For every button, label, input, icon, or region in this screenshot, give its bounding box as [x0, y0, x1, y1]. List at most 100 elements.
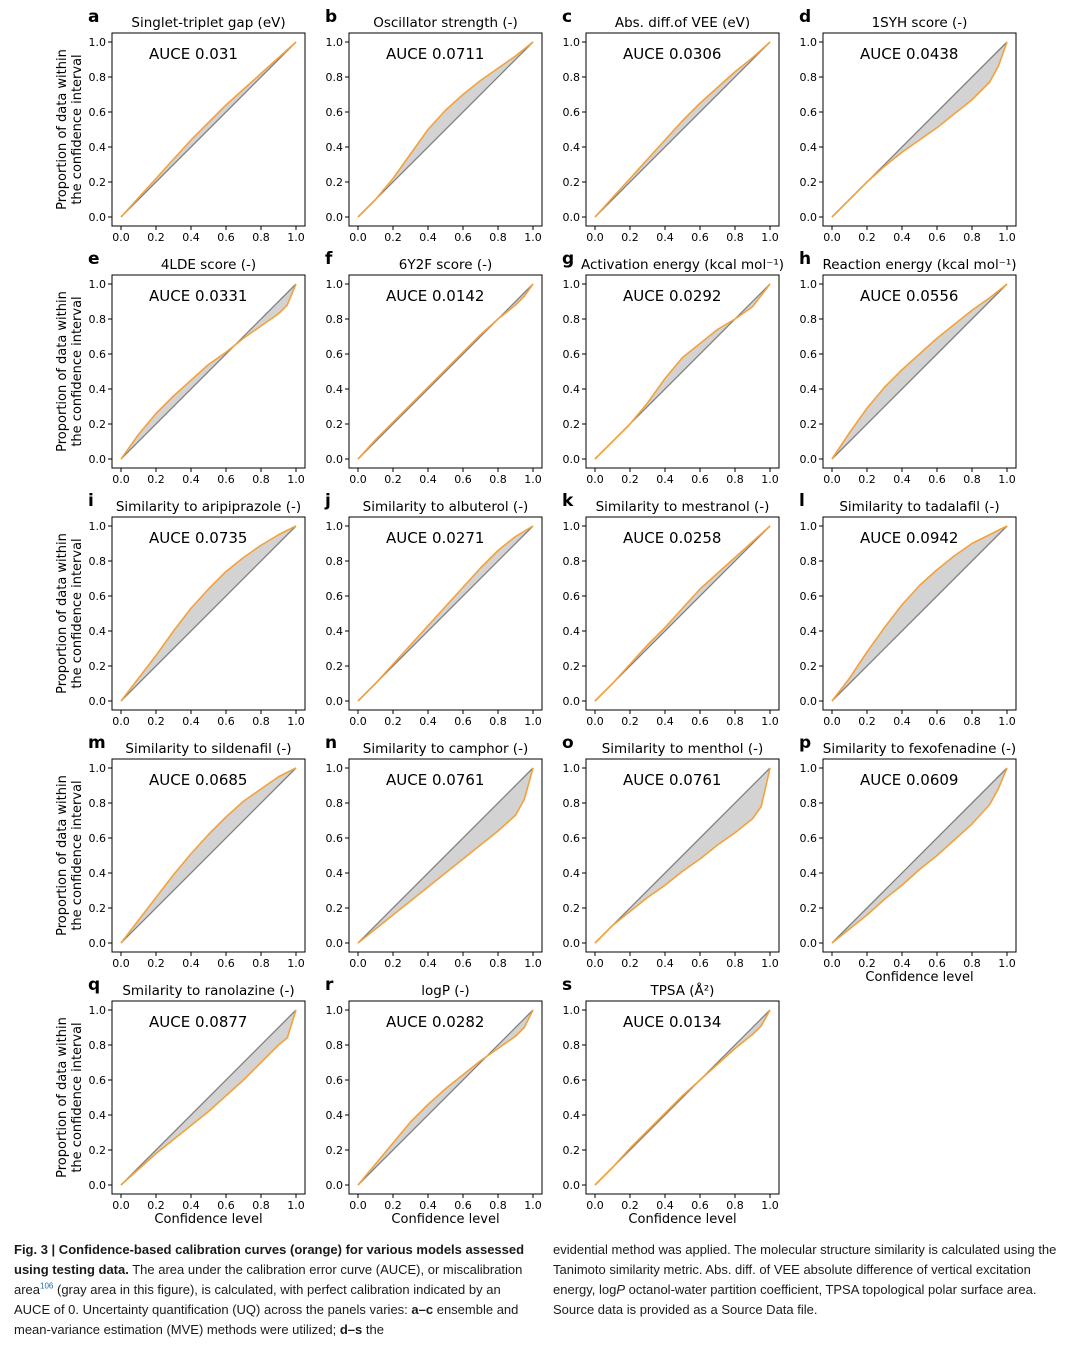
ideal-calibration-line: [120, 41, 297, 218]
auce-annotation: AUCE 0.0306: [623, 45, 721, 63]
auce-annotation: AUCE 0.0142: [386, 287, 484, 305]
panel-title: Reaction energy (kcal mol⁻¹): [822, 257, 1016, 273]
calibration-curve: [120, 41, 297, 218]
y-tick-label: 0.0: [326, 1179, 344, 1192]
x-tick-label: 0.0: [586, 1199, 604, 1212]
x-axis-label: Confidence level: [154, 1212, 262, 1227]
panel-letter: r: [325, 975, 334, 995]
x-tick-label: 0.8: [489, 957, 507, 970]
y-tick-label: 0.8: [326, 313, 344, 326]
calibration-curve: [357, 1009, 534, 1186]
x-tick-label: 0.8: [963, 715, 981, 728]
y-tick-label: 0.0: [89, 211, 107, 224]
x-tick-label: 0.0: [349, 473, 367, 486]
y-tick-label: 0.6: [800, 590, 818, 603]
calibration-curve: [357, 41, 534, 218]
plot-frame: [822, 758, 1017, 953]
y-tick-label: 0.8: [800, 313, 818, 326]
plot-frame: [111, 758, 306, 953]
y-axis-label: Proportion of data within: [55, 49, 70, 210]
panel-title: Similarity to albuterol (-): [363, 499, 529, 515]
y-tick-label: 0.0: [563, 1179, 581, 1192]
y-axis-label: Proportion of data within: [55, 1017, 70, 1178]
plot-frame: [111, 274, 306, 469]
x-tick-label: 0.0: [823, 231, 841, 244]
y-tick-label: 0.0: [89, 453, 107, 466]
y-tick-label: 0.2: [89, 1144, 107, 1157]
x-tick-label: 0.6: [217, 715, 235, 728]
y-tick-label: 0.8: [89, 797, 107, 810]
calibration-curve: [594, 525, 771, 702]
y-tick-label: 0.4: [89, 1109, 107, 1122]
y-axis-label: Proportion of data within: [55, 291, 70, 452]
x-tick-label: 0.2: [384, 957, 402, 970]
panel-title: Abs. diff.of VEE (eV): [615, 15, 750, 31]
y-tick-label: 0.0: [800, 695, 818, 708]
panel-letter: g: [562, 249, 574, 269]
plot-frame: [585, 758, 780, 953]
y-tick-label: 0.6: [89, 590, 107, 603]
panel-title: 4LDE score (-): [161, 257, 256, 273]
x-tick-label: 0.6: [454, 715, 472, 728]
y-tick-label: 0.2: [563, 176, 581, 189]
x-tick-label: 1.0: [761, 473, 779, 486]
x-tick-label: 0.2: [621, 231, 639, 244]
figure-caption-continued: evidential method was applied. The molec…: [553, 1240, 1073, 1320]
auce-annotation: AUCE 0.0282: [386, 1013, 484, 1031]
panel-title: Similarity to aripiprazole (-): [116, 499, 301, 515]
panel-title: Similarity to menthol (-): [602, 741, 764, 757]
x-tick-label: 0.8: [252, 1199, 270, 1212]
caption-text: evidential method was applied. The molec…: [553, 1242, 1057, 1297]
x-tick-label: 0.6: [454, 473, 472, 486]
y-tick-label: 0.2: [800, 902, 818, 915]
x-tick-label: 0.6: [928, 231, 946, 244]
x-tick-label: 0.0: [586, 473, 604, 486]
y-tick-label: 0.6: [563, 832, 581, 845]
y-tick-label: 1.0: [563, 762, 581, 775]
calibration-panel-r: 0.0 0.0 0.2 0.2 0.4 0.4 0.6 0.6 0.8 0.8 1.0 1.0 r log…: [325, 975, 543, 1227]
caption-label: Fig. 3 | Confidence-based calibration cu…: [14, 1242, 525, 1277]
y-tick-label: 0.4: [800, 383, 818, 396]
calibration-panel-n: 0.0 0.0 0.2 0.2 0.4 0.4 0.6 0.6 0.8 0.8 1.0 1.0 n Sim…: [325, 733, 543, 970]
x-tick-label: 0.2: [621, 473, 639, 486]
y-tick-label: 0.2: [89, 176, 107, 189]
y-tick-label: 0.0: [89, 1179, 107, 1192]
y-tick-label: 0.8: [563, 313, 581, 326]
x-tick-label: 1.0: [287, 957, 305, 970]
x-tick-label: 0.2: [384, 473, 402, 486]
x-tick-label: 0.8: [726, 957, 744, 970]
ideal-calibration-line: [120, 525, 297, 702]
x-tick-label: 0.2: [384, 1199, 402, 1212]
panel-title: logP (-): [421, 983, 469, 999]
y-tick-label: 0.2: [800, 418, 818, 431]
x-axis-label: Confidence level: [628, 1212, 736, 1227]
y-tick-label: 0.8: [326, 1039, 344, 1052]
plot-frame: [585, 274, 780, 469]
plot-frame: [111, 32, 306, 227]
caption-reference[interactable]: 106: [40, 1281, 54, 1291]
x-tick-label: 1.0: [761, 715, 779, 728]
y-tick-label: 0.2: [563, 660, 581, 673]
calibration-panel-e: 0.0 0.0 0.2 0.2 0.4 0.4 0.6 0.6 0.8 0.8 1.0 1.0 e 4LD…: [55, 249, 306, 486]
calibration-curve: [831, 525, 1008, 702]
panel-title: Similarity to camphor (-): [363, 741, 528, 757]
ideal-calibration-line: [357, 283, 534, 460]
y-tick-label: 0.6: [326, 348, 344, 361]
x-tick-label: 0.8: [252, 715, 270, 728]
x-tick-label: 1.0: [761, 957, 779, 970]
x-tick-label: 0.6: [928, 473, 946, 486]
x-tick-label: 0.2: [147, 715, 165, 728]
y-tick-label: 0.2: [326, 176, 344, 189]
y-tick-label: 0.6: [800, 832, 818, 845]
x-tick-label: 1.0: [524, 957, 542, 970]
calibration-curve: [357, 283, 534, 460]
x-tick-label: 0.2: [384, 715, 402, 728]
calibration-curve: [120, 1009, 297, 1186]
caption-text: the: [362, 1322, 384, 1337]
y-axis-label: the confidence interval: [70, 780, 85, 930]
auce-annotation: AUCE 0.031: [149, 45, 238, 63]
x-tick-label: 1.0: [524, 715, 542, 728]
caption-text: (gray area in this figure), is calculate…: [14, 1282, 501, 1317]
y-tick-label: 0.2: [89, 902, 107, 915]
x-tick-label: 0.6: [691, 715, 709, 728]
